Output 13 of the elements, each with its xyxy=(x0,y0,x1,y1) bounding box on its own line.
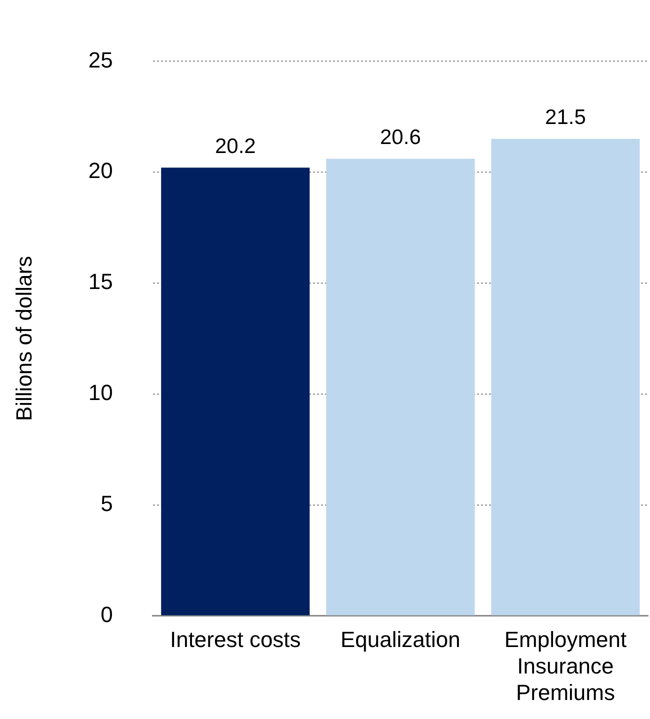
data-label: 21.5 xyxy=(545,106,586,130)
data-label: 20.6 xyxy=(380,126,421,150)
x-tick-label: Equalization xyxy=(340,627,460,652)
y-tick-label: 10 xyxy=(88,380,113,406)
y-tick-label: 20 xyxy=(88,158,113,184)
data-label: 20.2 xyxy=(214,134,256,158)
y-tick-label: 15 xyxy=(88,269,113,294)
x-tick-label: Employment Insurance Premiums xyxy=(504,627,627,705)
y-tick-label: 0 xyxy=(100,602,113,627)
x-tick-label: Interest costs xyxy=(170,627,301,652)
y-axis-title: Billions of dollars xyxy=(11,256,36,422)
y-tick-label: 5 xyxy=(100,490,113,516)
y-tick-label: 25 xyxy=(88,47,113,72)
